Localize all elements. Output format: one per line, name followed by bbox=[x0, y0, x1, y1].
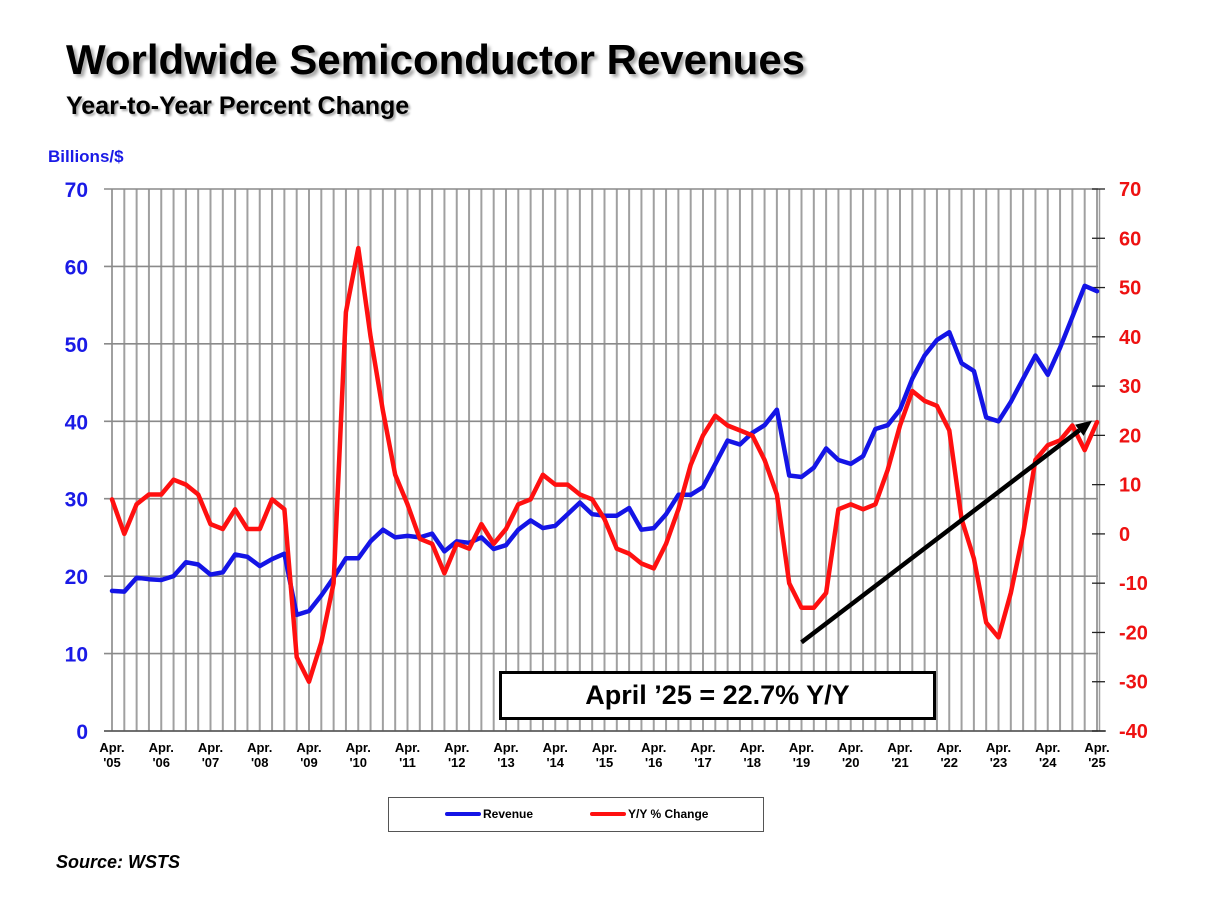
x-tick-label-line2: '18 bbox=[743, 755, 761, 770]
x-tick-label-line2: '12 bbox=[448, 755, 466, 770]
x-tick-label-line1: Apr. bbox=[99, 740, 124, 755]
x-tick-label-line1: Apr. bbox=[641, 740, 666, 755]
x-tick-label-line1: Apr. bbox=[740, 740, 765, 755]
annotation-layer bbox=[800, 420, 1093, 645]
x-tick-label-line2: '16 bbox=[645, 755, 663, 770]
x-tick-label-line1: Apr. bbox=[395, 740, 420, 755]
trend-arrow-head bbox=[1075, 420, 1093, 436]
x-tick-label-line1: Apr. bbox=[592, 740, 617, 755]
x-tick-label-line2: '06 bbox=[152, 755, 170, 770]
x-tick-label-line2: '19 bbox=[793, 755, 811, 770]
x-tick-label-line2: '15 bbox=[596, 755, 614, 770]
x-tick-label-line1: Apr. bbox=[1084, 740, 1109, 755]
y-tick-label-left: 10 bbox=[65, 644, 88, 667]
x-tick-label-line2: '13 bbox=[497, 755, 515, 770]
x-tick-label-line2: '08 bbox=[251, 755, 269, 770]
legend: Revenue Y/Y % Change bbox=[388, 797, 764, 832]
legend-swatch-yoy bbox=[590, 812, 626, 816]
x-tick-label-line1: Apr. bbox=[444, 740, 469, 755]
legend-label-revenue: Revenue bbox=[483, 807, 534, 821]
legend-swatch-revenue bbox=[445, 812, 481, 816]
x-tick-label-line2: '17 bbox=[694, 755, 712, 770]
y-tick-label-right: 40 bbox=[1119, 327, 1141, 349]
x-tick-label-line1: Apr. bbox=[690, 740, 715, 755]
y-tick-label-right: -30 bbox=[1119, 672, 1148, 694]
x-tick-label-line2: '10 bbox=[349, 755, 367, 770]
x-tick-label-line2: '25 bbox=[1088, 755, 1106, 770]
yoy-change-line bbox=[109, 245, 1100, 684]
grid bbox=[104, 188, 1101, 732]
x-tick-label-line2: '20 bbox=[842, 755, 860, 770]
x-tick-label-line1: Apr. bbox=[937, 740, 962, 755]
x-tick-label-line1: Apr. bbox=[986, 740, 1011, 755]
x-tick-label-line1: Apr. bbox=[198, 740, 223, 755]
y-tick-label-right: 50 bbox=[1119, 278, 1141, 300]
y-tick-label-left: 30 bbox=[65, 489, 88, 512]
x-tick-label-line1: Apr. bbox=[247, 740, 272, 755]
annotation-box: April ’25 = 22.7% Y/Y bbox=[499, 671, 936, 720]
legend-item-yoy: Y/Y % Change bbox=[590, 807, 708, 821]
y-tick-label-right: 70 bbox=[1119, 179, 1141, 201]
x-tick-label-line1: Apr. bbox=[543, 740, 568, 755]
x-tick-label-line2: '22 bbox=[940, 755, 958, 770]
y-tick-label-right: 20 bbox=[1119, 425, 1141, 447]
series-layer bbox=[109, 245, 1100, 684]
x-tick-label-line1: Apr. bbox=[789, 740, 814, 755]
x-tick-label-line1: Apr. bbox=[493, 740, 518, 755]
y-tick-label-left: 50 bbox=[65, 334, 88, 357]
legend-item-revenue: Revenue bbox=[445, 807, 533, 821]
x-tick-label-line2: '09 bbox=[300, 755, 318, 770]
chart-subtitle: Year-to-Year Percent Change bbox=[66, 92, 410, 120]
x-tick-label-line1: Apr. bbox=[887, 740, 912, 755]
y-tick-label-left: 70 bbox=[65, 179, 88, 202]
x-tick-label-line2: '24 bbox=[1039, 755, 1057, 770]
x-tick-label-line2: '07 bbox=[202, 755, 220, 770]
x-tick-label-line2: '21 bbox=[891, 755, 909, 770]
source-note: Source: WSTS bbox=[56, 852, 181, 872]
y-tick-label-left: 0 bbox=[76, 721, 88, 744]
axes: 70 60 50 40 30 20 10 0 70 60 50 40 30 20 10 0 -10 -20 -30 -… bbox=[65, 179, 1148, 770]
y-tick-label-right: 10 bbox=[1119, 475, 1141, 497]
y-tick-label-right: 60 bbox=[1119, 228, 1141, 250]
x-tick-label-line2: '23 bbox=[990, 755, 1008, 770]
y-tick-label-right: 0 bbox=[1119, 524, 1130, 546]
y-tick-label-right: -20 bbox=[1119, 622, 1148, 644]
x-tick-label-line2: '05 bbox=[103, 755, 121, 770]
x-tick-label-line1: Apr. bbox=[838, 740, 863, 755]
x-tick-label-line2: '14 bbox=[546, 755, 564, 770]
chart-title: Worldwide Semiconductor Revenues bbox=[66, 36, 806, 83]
x-tick-label-line1: Apr. bbox=[346, 740, 371, 755]
y-tick-label-right: -40 bbox=[1119, 721, 1148, 743]
y-tick-label-left: 20 bbox=[65, 566, 88, 589]
x-tick-label-line1: Apr. bbox=[149, 740, 174, 755]
x-tick-label-line1: Apr. bbox=[296, 740, 321, 755]
y-axis-left-label: Billions/$ bbox=[48, 147, 124, 166]
y-tick-label-left: 60 bbox=[65, 256, 88, 279]
trend-arrow-line bbox=[800, 428, 1081, 645]
x-tick-label-line1: Apr. bbox=[1035, 740, 1060, 755]
y-tick-label-right: -10 bbox=[1119, 573, 1148, 595]
y-tick-label-right: 30 bbox=[1119, 376, 1141, 398]
y-tick-label-left: 40 bbox=[65, 411, 88, 434]
x-tick-label-line2: '11 bbox=[399, 755, 416, 770]
legend-label-yoy: Y/Y % Change bbox=[628, 807, 709, 821]
